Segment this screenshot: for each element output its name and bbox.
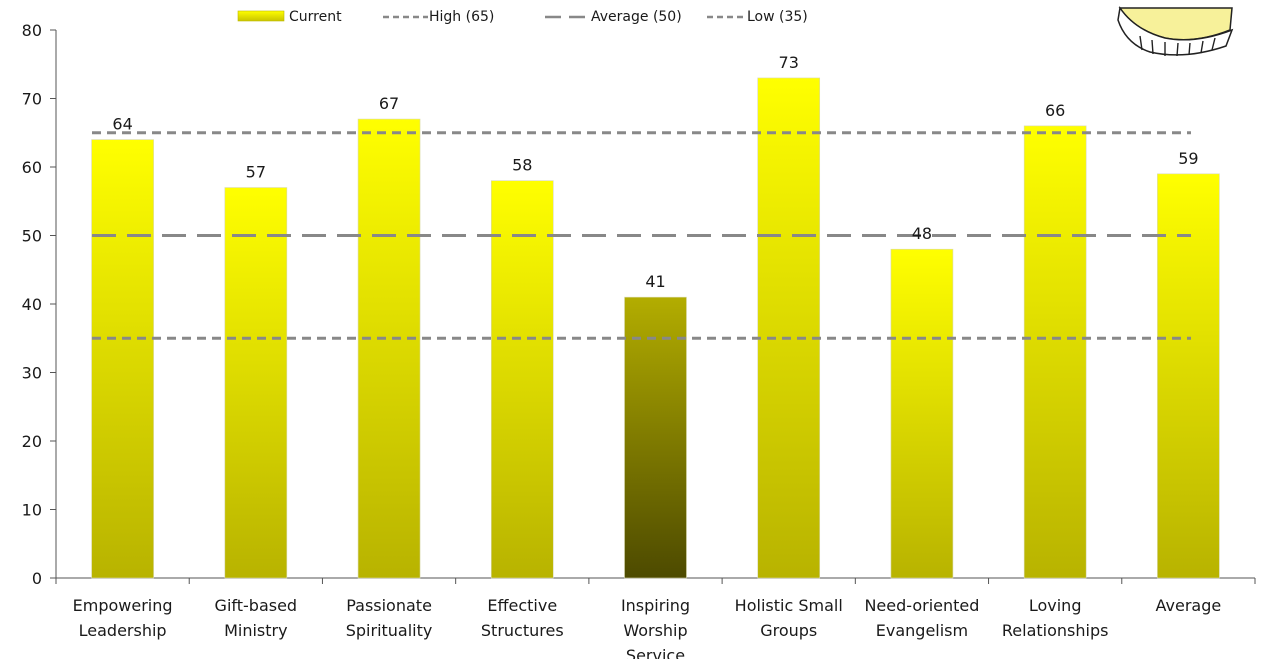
legend-label: Current (289, 9, 342, 25)
y-tick-label: 0 (32, 569, 42, 588)
bar-value-label: 64 (112, 115, 132, 134)
bar (490, 180, 554, 579)
x-category-label: Empowering (73, 596, 173, 615)
x-category-label: Need-oriented (864, 596, 979, 615)
bars (91, 77, 1220, 579)
legend-label: Average (50) (591, 9, 682, 25)
badge-icon (1117, 6, 1234, 57)
x-category-label: Worship (623, 621, 687, 640)
x-category-label: Passionate (346, 596, 432, 615)
bar-value-label: 58 (512, 156, 532, 175)
x-category-label: Evangelism (876, 621, 968, 640)
legend: Current High (65) Average (50) Low (35) (237, 9, 808, 25)
bar-value-label: 73 (779, 53, 799, 72)
bar (1023, 125, 1087, 579)
y-tick-label: 60 (22, 158, 42, 177)
bar-value-label: 67 (379, 94, 399, 113)
x-category-label: Holistic Small (735, 596, 843, 615)
bar (624, 296, 687, 579)
bar (357, 118, 421, 579)
y-tick-label: 20 (22, 432, 42, 451)
bar (224, 187, 288, 579)
x-category-label: Gift-based (215, 596, 298, 615)
bar (1157, 173, 1220, 579)
x-category-label: Loving (1029, 596, 1082, 615)
x-category-label: Relationships (1002, 621, 1109, 640)
y-tick-label: 10 (22, 501, 42, 520)
x-category-label: Service (626, 646, 685, 659)
labels: 64 Empowering Leadership 57 Gift-based Minist… (73, 53, 1222, 659)
x-category-label: Structures (481, 621, 564, 640)
legend-swatch-current (237, 10, 285, 22)
bar-value-label: 59 (1178, 149, 1198, 168)
x-category-label: Groups (760, 621, 817, 640)
x-category-label: Effective (487, 596, 557, 615)
legend-label: Low (35) (747, 9, 808, 25)
x-category-label: Spirituality (346, 621, 433, 640)
x-category-label: Leadership (79, 621, 167, 640)
y-tick-label: 50 (22, 227, 42, 246)
bar (91, 139, 154, 579)
x-category-label: Average (1156, 596, 1222, 615)
legend-label: High (65) (429, 9, 494, 25)
x-category-label: Ministry (224, 621, 288, 640)
reference-lines (92, 131, 1191, 340)
y-tick-label: 70 (22, 90, 42, 109)
y-tick-label: 40 (22, 295, 42, 314)
bar (890, 248, 954, 579)
y-tick-label: 80 (22, 21, 42, 40)
x-category-label: Inspiring (621, 596, 690, 615)
bar-value-label: 48 (912, 224, 932, 243)
bar (757, 77, 821, 579)
bar-value-label: 41 (645, 272, 665, 291)
bar-value-label: 66 (1045, 101, 1065, 120)
bar-value-label: 57 (246, 163, 266, 182)
y-tick-label: 30 (22, 364, 42, 383)
